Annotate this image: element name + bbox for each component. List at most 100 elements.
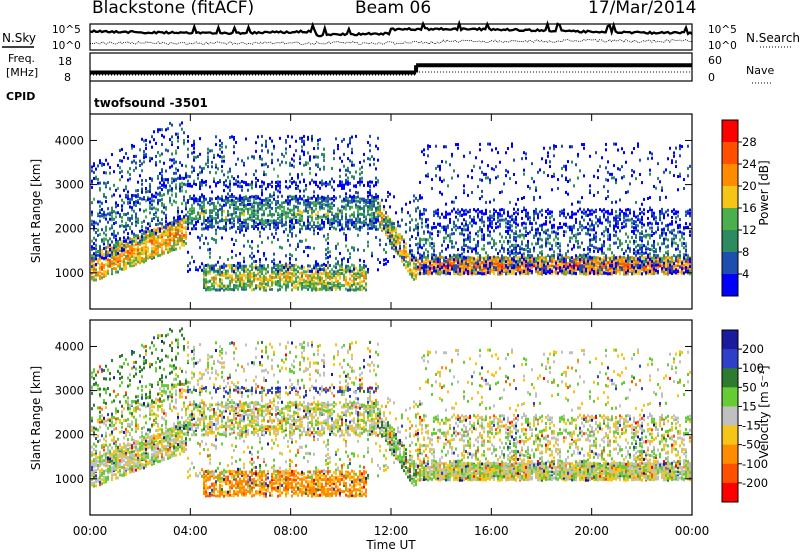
power-cell [383, 205, 385, 209]
power-cell [515, 210, 517, 214]
power-cell [417, 246, 419, 250]
power-cell [123, 236, 125, 240]
power-cell [539, 251, 541, 255]
power-cell [499, 268, 501, 272]
power-cell [165, 213, 167, 217]
power-cell [279, 269, 281, 273]
power-cell [137, 189, 139, 193]
power-cell [427, 272, 429, 276]
power-cell [209, 199, 211, 203]
power-cell [435, 265, 437, 269]
power-cell [463, 191, 465, 195]
power-cell [221, 284, 223, 288]
power-cell [217, 153, 219, 157]
power-cell [537, 230, 539, 234]
power-cell [551, 269, 553, 273]
power-cell [545, 263, 547, 267]
power-cell [139, 242, 141, 246]
power-cell [341, 258, 343, 262]
power-cell [445, 272, 447, 276]
power-cell [505, 221, 507, 225]
power-cell [499, 249, 501, 253]
power-cell [299, 161, 301, 165]
power-cell [99, 219, 101, 223]
power-cell [345, 278, 347, 282]
power-cell [373, 224, 375, 228]
power-cell [549, 234, 551, 238]
power-cell [147, 254, 149, 258]
power-cell [371, 211, 373, 215]
power-cell [355, 222, 357, 226]
power-cell [481, 218, 483, 222]
power-cell [255, 181, 257, 185]
power-cell [359, 217, 361, 221]
power-cell [481, 234, 483, 238]
power-cell [463, 266, 465, 270]
power-cell [455, 266, 457, 270]
power-cell [255, 169, 257, 173]
power-cell [91, 259, 93, 263]
power-cell [505, 230, 507, 234]
power-cell [363, 215, 365, 219]
power-cell [243, 195, 245, 199]
power-cell [101, 265, 103, 269]
power-cell [329, 254, 331, 258]
power-cell [103, 212, 105, 216]
power-cell [231, 237, 233, 241]
power-cell [441, 212, 443, 216]
power-cell [327, 256, 329, 260]
power-cell [463, 212, 465, 216]
power-cell [389, 225, 391, 229]
power-cell [193, 139, 195, 143]
power-cell [467, 272, 469, 276]
power-cell [275, 269, 277, 273]
power-cell [229, 287, 231, 291]
power-cell [337, 212, 339, 216]
power-cell [393, 222, 395, 226]
power-cell [303, 221, 305, 225]
power-cell [297, 286, 299, 290]
power-cell [367, 183, 369, 187]
power-cell [469, 235, 471, 239]
power-cell [173, 248, 175, 252]
power-cell [545, 241, 547, 245]
power-cell [305, 183, 307, 187]
power-cell [529, 263, 531, 267]
power-cell [109, 253, 111, 257]
power-cell [475, 251, 477, 255]
power-cell [435, 263, 437, 267]
power-cell [255, 184, 257, 188]
power-cell [415, 256, 417, 260]
power-cell [281, 160, 283, 164]
power-cell [255, 201, 257, 205]
power-cell [229, 205, 231, 209]
power-cell [131, 246, 133, 250]
power-cell [233, 222, 235, 226]
power-cell [301, 227, 303, 231]
power-cell [261, 270, 263, 274]
power-cell [351, 195, 353, 199]
power-cell [147, 248, 149, 252]
power-cell [169, 138, 171, 142]
power-cell [135, 154, 137, 158]
power-cell [545, 257, 547, 261]
power-cell [539, 168, 541, 172]
power-cell [205, 288, 207, 292]
power-cell [271, 232, 273, 236]
power-cell [347, 220, 349, 224]
power-cell [247, 225, 249, 229]
power-cell [145, 230, 147, 234]
power-cell [131, 230, 133, 234]
power-cell [405, 246, 407, 250]
power-cell [535, 256, 537, 260]
power-cell [491, 266, 493, 270]
power-cell [353, 288, 355, 292]
power-cell [175, 185, 177, 189]
power-cell [241, 228, 243, 232]
power-cell [283, 210, 285, 214]
power-cell [177, 220, 179, 224]
power-cell [103, 194, 105, 198]
power-cell [327, 275, 329, 279]
power-cell [345, 236, 347, 240]
power-cell [551, 175, 553, 179]
